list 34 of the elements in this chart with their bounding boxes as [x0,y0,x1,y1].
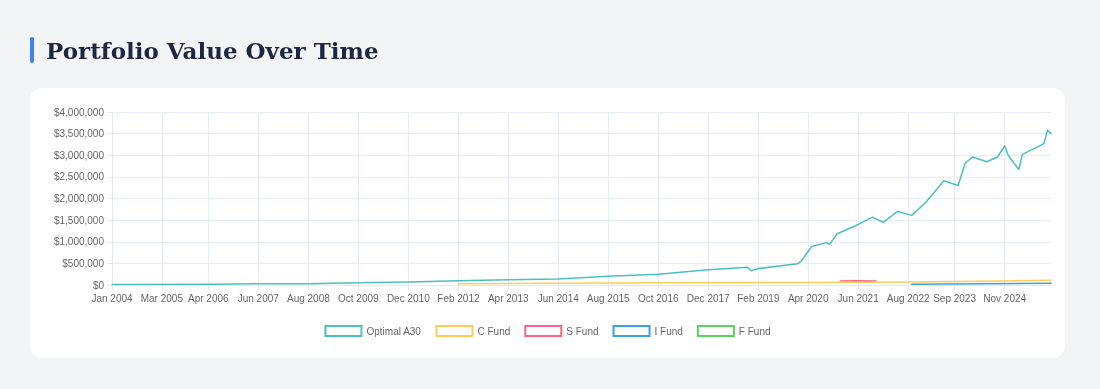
x-tick-label: Jan 2004 [91,292,134,304]
x-tick-label: Jun 2021 [837,292,880,304]
x-tick-label: Aug 2015 [586,292,631,304]
legend-label: I Fund [654,325,683,337]
legend-label: F Fund [738,325,771,337]
x-tick-label: Oct 2009 [338,292,380,304]
x-tick-label: Nov 2024 [983,292,1027,304]
y-tick-label: $2,000,000 [53,193,105,204]
x-tick-label: Sep 2023 [933,292,977,304]
x-tick-label: Oct 2016 [637,292,679,304]
legend-label: Optimal A30 [366,325,422,337]
x-tick-label: Apr 2020 [787,292,829,304]
legend-label: S Fund [566,325,599,337]
y-tick-label: $1,500,000 [53,214,105,226]
x-tick-label: Feb 2012 [437,292,480,304]
y-tick-label: $1,000,000 [53,236,105,248]
y-tick-label: $4,000,000 [53,106,105,118]
x-tick-label: Jun 2007 [237,292,280,304]
x-tick-label: Dec 2010 [386,292,431,304]
x-tick-label: Mar 2005 [140,292,184,304]
y-tick-label: $3,000,000 [53,149,105,161]
y-tick-label: $500,000 [62,257,105,269]
x-tick-label: Apr 2006 [188,292,230,304]
chart-title: Portfolio Value Over Time [46,36,379,64]
legend-label: C Fund [477,325,511,337]
y-tick-label: $3,500,000 [53,128,105,140]
x-tick-label: Aug 2022 [886,292,930,304]
x-tick-label: Jun 2014 [537,292,580,304]
x-tick-label: Dec 2017 [686,292,731,304]
x-tick-label: Feb 2019 [737,292,780,304]
x-tick-label: Aug 2008 [286,292,331,304]
y-tick-label: $2,500,000 [53,171,105,183]
x-tick-label: Apr 2013 [487,292,529,304]
y-tick-label: $0 [92,279,105,291]
